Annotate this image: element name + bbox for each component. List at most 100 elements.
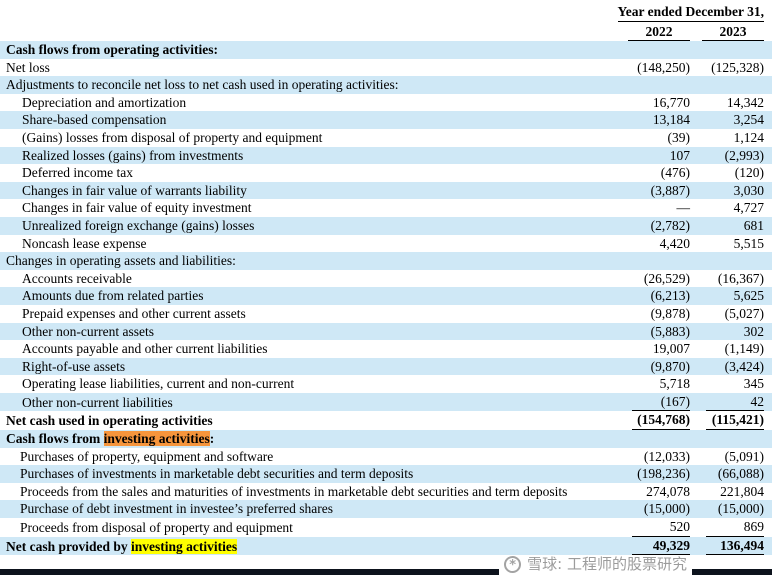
number-text: (66,088) — [717, 466, 764, 482]
number-text: (2,993) — [724, 147, 764, 163]
value-2023: 5,515 — [690, 235, 764, 253]
highlighted-text: investing activities — [131, 538, 238, 554]
value-2023: (3,424) — [690, 358, 764, 376]
number-text: (9,878) — [650, 305, 690, 321]
table-row: Net loss (148,250) (125,328) — [0, 59, 772, 77]
number-text: (5,091) — [724, 448, 764, 464]
number-text: 1,124 — [733, 129, 764, 145]
row-label: Amounts due from related parties — [22, 288, 204, 304]
number-text: (476) — [660, 165, 690, 181]
value-2022: 19,007 — [604, 340, 690, 358]
value-2022: 274,078 — [604, 483, 690, 501]
number-text: (5,883) — [650, 323, 690, 339]
table-row: Realized losses (gains) from investments… — [0, 146, 772, 165]
row-label: Unrealized foreign exchange (gains) loss… — [22, 217, 255, 233]
value-2023: 42 — [690, 393, 764, 412]
number-text: 49,329 — [632, 537, 690, 556]
row-label: Net cash provided by investing activitie… — [6, 538, 604, 556]
number-text: 42 — [706, 393, 764, 412]
table-row: Share-based compensation 13,184 3,254 — [0, 111, 772, 129]
row-label: Net cash used in operating activities — [6, 413, 213, 429]
value-2022: 107 — [604, 147, 690, 165]
value-2023: 3,030 — [690, 182, 764, 200]
row-label: Proceeds from disposal of property and e… — [20, 520, 293, 536]
number-text: (39) — [667, 129, 691, 145]
number-text: (2,782) — [650, 217, 690, 233]
row-label: Changes in fair value of equity investme… — [22, 200, 252, 216]
value-2022: 520 — [604, 518, 690, 537]
watermark: * 雪球: 工程师的股票研究 — [499, 555, 692, 575]
number-text: (12,033) — [643, 448, 690, 464]
row-label: (Gains) losses from disposal of property… — [22, 129, 323, 145]
value-2022: 5,718 — [604, 375, 690, 393]
number-text: (15,000) — [643, 501, 690, 517]
column-header-spacer — [6, 24, 604, 41]
highlighted-text: investing activities — [103, 431, 210, 447]
value-2023: (66,088) — [690, 465, 764, 483]
row-label: Changes in operating assets and liabilit… — [6, 253, 236, 269]
row-label: Accounts receivable — [22, 270, 132, 286]
value-2022: (26,529) — [604, 270, 690, 288]
value-2022: (39) — [604, 129, 691, 147]
row-label: Cash flows from investing activities: — [6, 430, 604, 448]
table-row: Cash flows from investing activities: — [0, 430, 772, 448]
number-text: 4,420 — [659, 235, 690, 251]
cash-flow-statement: Year ended December 31, 2022 2023 Cash f… — [0, 4, 772, 575]
row-label: Cash flows from operating activities: — [6, 42, 218, 57]
table-row: (Gains) losses from disposal of property… — [0, 129, 772, 147]
value-2022: (476) — [604, 164, 690, 182]
row-label: Realized losses (gains) from investments — [22, 147, 244, 163]
row-label: Purchase of debt investment in investee’… — [20, 501, 334, 517]
row-label: Purchases of investments in marketable d… — [20, 466, 414, 482]
row-label: Noncash lease expense — [22, 235, 147, 251]
number-text: 3,030 — [733, 182, 764, 198]
number-text: (15,000) — [717, 501, 764, 517]
value-2022: (198,236) — [604, 465, 690, 483]
year-ended-row: Year ended December 31, — [6, 4, 764, 22]
row-label: Right-of-use assets — [22, 358, 126, 374]
value-2022: (154,768) — [604, 411, 690, 431]
number-text: (1,149) — [724, 341, 764, 357]
column-header-2023-cell: 2023 — [690, 24, 764, 41]
number-text: (120) — [734, 165, 764, 181]
number-text: 345 — [743, 376, 764, 392]
value-2022: (167) — [604, 393, 690, 412]
number-text: 19,007 — [652, 341, 690, 357]
value-2023: 14,342 — [690, 94, 764, 112]
row-label: Depreciation and amortization — [22, 94, 187, 110]
number-text: 274,078 — [646, 483, 690, 499]
row-label: Purchases of property, equipment and sof… — [20, 448, 274, 464]
number-text: 5,718 — [659, 376, 690, 392]
value-2023: (2,993) — [690, 147, 764, 165]
value-2022: 49,329 — [604, 537, 690, 556]
value-2023: (5,027) — [690, 305, 764, 323]
number-text: (125,328) — [711, 59, 764, 75]
value-2022: (6,213) — [604, 287, 690, 305]
value-2022: 4,420 — [604, 235, 690, 253]
table-row: Noncash lease expense 4,420 5,515 — [0, 235, 772, 253]
number-text: 136,494 — [706, 537, 764, 556]
value-2023: (125,328) — [690, 59, 764, 77]
value-2022: (9,870) — [604, 358, 690, 376]
row-label: Proceeds from the sales and maturities o… — [20, 483, 568, 499]
value-2023: (5,091) — [690, 448, 764, 466]
number-text: 5,515 — [733, 235, 764, 251]
value-2023: (16,367) — [690, 270, 764, 288]
table-row: Amounts due from related parties (6,213) 5… — [0, 287, 772, 305]
table-row: Right-of-use assets (9,870) (3,424) — [0, 357, 772, 376]
value-2022: (9,878) — [604, 305, 690, 323]
table-row: Prepaid expenses and other current asset… — [0, 305, 772, 323]
number-text: (9,870) — [650, 358, 690, 374]
value-2022: (148,250) — [604, 59, 690, 77]
number-text: 302 — [743, 323, 764, 339]
xueqiu-logo-icon: * — [504, 556, 522, 573]
value-2023: (120) — [690, 164, 764, 182]
column-header-2023: 2023 — [702, 24, 764, 41]
value-2023: 5,625 — [690, 287, 764, 305]
row-label: Share-based compensation — [22, 112, 167, 128]
value-2022: (12,033) — [604, 448, 690, 466]
number-text: (115,421) — [706, 411, 764, 431]
row-label: Changes in fair value of warrants liabil… — [22, 182, 247, 198]
number-text: (198,236) — [637, 466, 690, 482]
label-text: Net cash provided by — [6, 538, 132, 554]
